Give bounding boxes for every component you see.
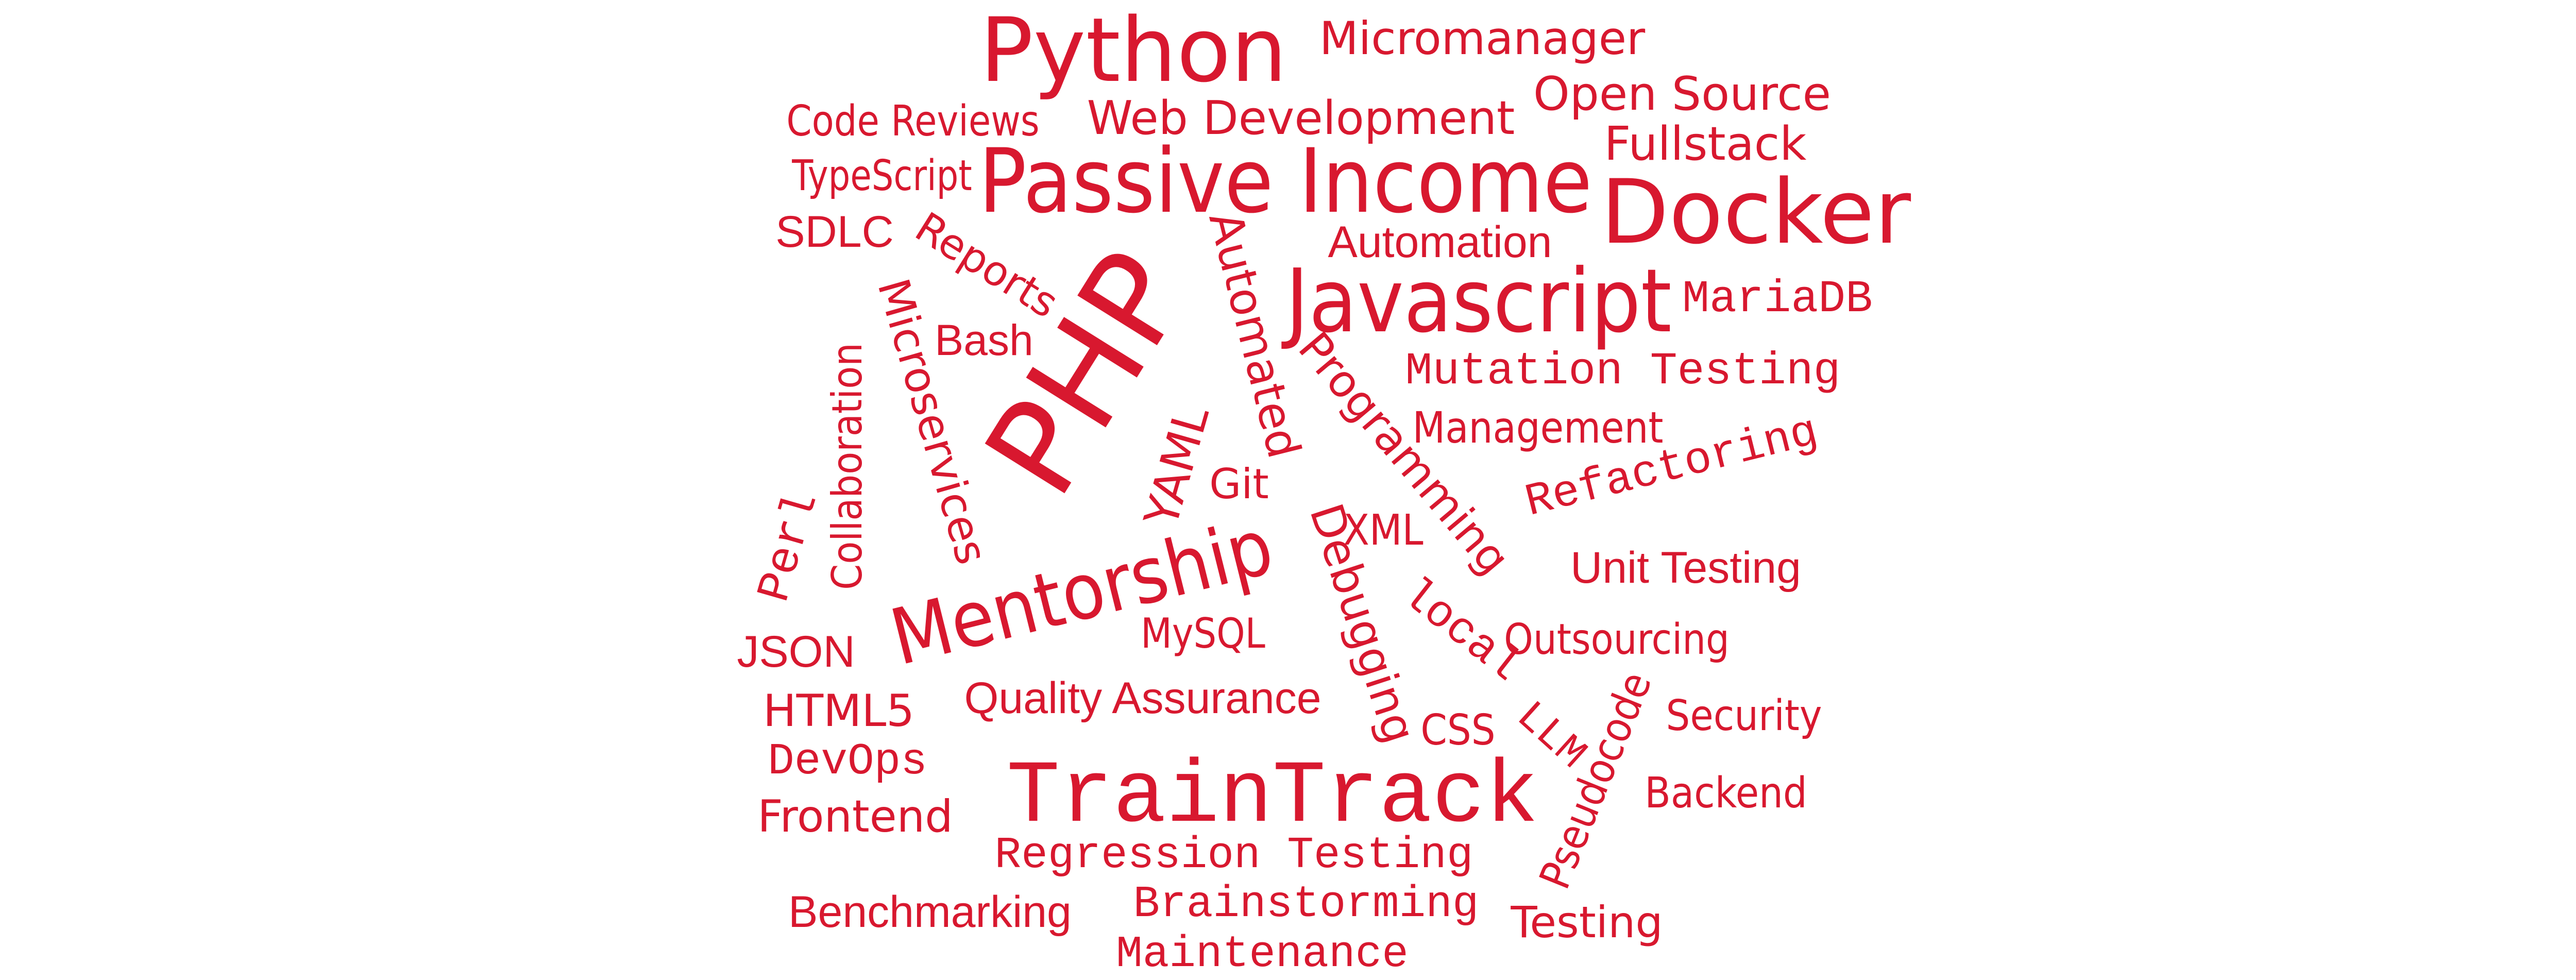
word-css: CSS [1420, 706, 1496, 755]
word-devops: DevOps [768, 736, 927, 787]
word-micromanager: Micromanager [1319, 12, 1646, 65]
word-typescript: TypeScript [792, 151, 972, 200]
word-git: Git [1209, 460, 1269, 508]
word-code-reviews: Code Reviews [786, 97, 1040, 146]
word-javascript: Javascript [1285, 250, 1672, 352]
word-mutation-testing: Mutation Testing [1405, 346, 1841, 397]
word-unit-testing: Unit Testing [1570, 543, 1801, 593]
word-json: JSON [737, 627, 855, 677]
word-sdlc: SDLC [775, 207, 894, 257]
word-python: Python [979, 0, 1287, 102]
word-frontend: Frontend [757, 791, 953, 842]
word-html5: HTML5 [762, 685, 915, 737]
word-bash: Bash [935, 316, 1033, 364]
word-collaboration: Collaboration [823, 343, 871, 590]
word-outsourcing: Outsourcing [1504, 615, 1730, 664]
word-maintenance: Maintenance [1116, 929, 1409, 979]
word-fullstack: Fullstack [1604, 117, 1807, 171]
word-pseudocode: Pseudocode [1530, 665, 1662, 896]
word-security: Security [1666, 691, 1822, 740]
word-xml: XML [1343, 506, 1423, 555]
word-benchmarking: Benchmarking [788, 887, 1072, 937]
word-mysql: MySQL [1141, 610, 1265, 657]
word-yaml: YAML [1134, 400, 1220, 533]
word-management: Management [1412, 402, 1664, 453]
word-open-source: Open Source [1533, 67, 1832, 121]
word-automation: Automation [1328, 217, 1552, 267]
word-web-development: Web Development [1087, 91, 1515, 145]
word-quality-assurance: Quality Assurance [964, 673, 1321, 723]
word-passive-income: Passive Income [978, 129, 1592, 233]
word-backend: Backend [1645, 769, 1807, 818]
word-perl: Perl [749, 486, 830, 608]
word-testing: Testing [1511, 897, 1663, 948]
word-docker: Docker [1600, 160, 1911, 264]
word-regression-testing: Regression Testing [994, 830, 1473, 881]
word-brainstorming: Brainstorming [1133, 879, 1479, 930]
word-mariadb: MariaDB [1682, 274, 1873, 325]
word-traintrack: TrainTrack [1006, 747, 1539, 848]
